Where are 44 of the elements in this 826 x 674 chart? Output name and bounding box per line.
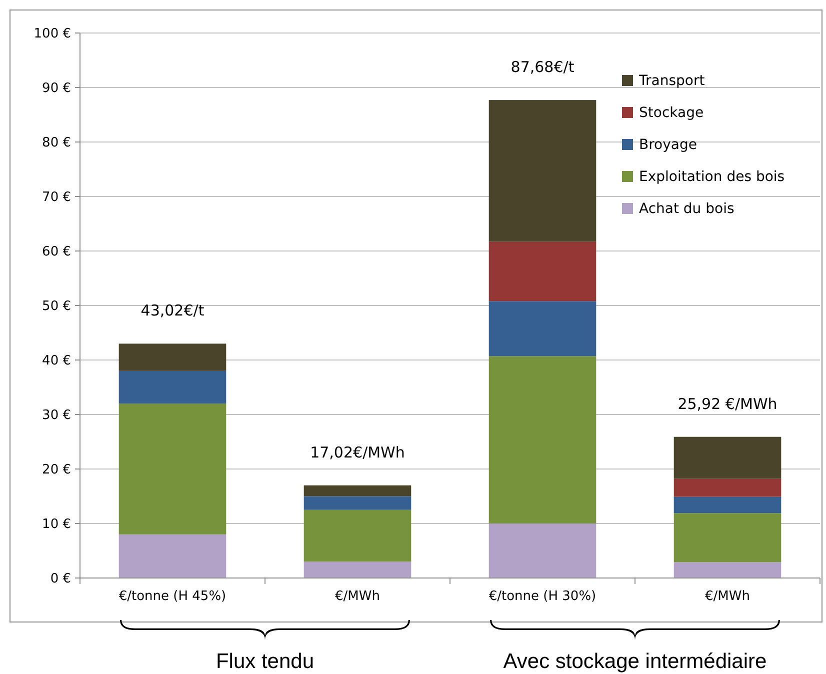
bar: [304, 496, 412, 510]
legend-label: Exploitation des bois: [639, 168, 785, 185]
bar: [674, 562, 782, 578]
bar: [674, 478, 782, 497]
y-tick-label: 60 €: [42, 244, 71, 260]
legend-label: Broyage: [639, 136, 697, 153]
bar: [118, 404, 226, 534]
text: Avec stockage intermédiaire: [503, 650, 767, 673]
bar: [488, 524, 596, 578]
total-label: 25,92 €/MWh: [678, 394, 778, 413]
legend-label: Stockage: [639, 104, 704, 121]
total-label: 43,02€/t: [140, 302, 204, 320]
y-tick-label: 50 €: [42, 299, 71, 314]
text: Flux tendu: [216, 650, 314, 673]
x-tick-label: €/tonne (H 30%): [488, 589, 596, 604]
bar: [674, 513, 782, 562]
bar: [488, 356, 596, 524]
total-label: 87,68€/t: [510, 58, 574, 76]
y-tick-label: 0 €: [50, 572, 71, 587]
bar: [488, 301, 596, 356]
y-tick-label: 80 €: [42, 136, 71, 151]
bar: [674, 496, 782, 514]
bar: [304, 562, 412, 578]
x-tick-label: €/tonne (H 45%): [118, 589, 226, 604]
bar: [118, 370, 226, 404]
y-tick-label: 30 €: [42, 408, 71, 424]
y-tick-label: 100 €: [34, 26, 71, 42]
legend-label: Achat du bois: [639, 200, 734, 217]
bar: [674, 436, 782, 479]
bar: [304, 510, 412, 562]
x-tick-label: €/MWh: [705, 589, 750, 604]
y-tick-label: 90 €: [42, 81, 71, 96]
bar: [118, 344, 226, 371]
x-tick-label: €/MWh: [335, 589, 380, 604]
y-tick-label: 20 €: [42, 462, 71, 478]
bar: [304, 485, 412, 496]
y-tick-label: 70 €: [42, 190, 71, 206]
bar: [488, 242, 596, 302]
bar: [118, 534, 226, 578]
bar: [488, 100, 596, 242]
legend-label: Transport: [638, 72, 706, 89]
y-tick-label: 40 €: [42, 354, 71, 369]
y-tick-label: 10 €: [42, 517, 71, 532]
total-label: 17,02€/MWh: [310, 443, 405, 462]
